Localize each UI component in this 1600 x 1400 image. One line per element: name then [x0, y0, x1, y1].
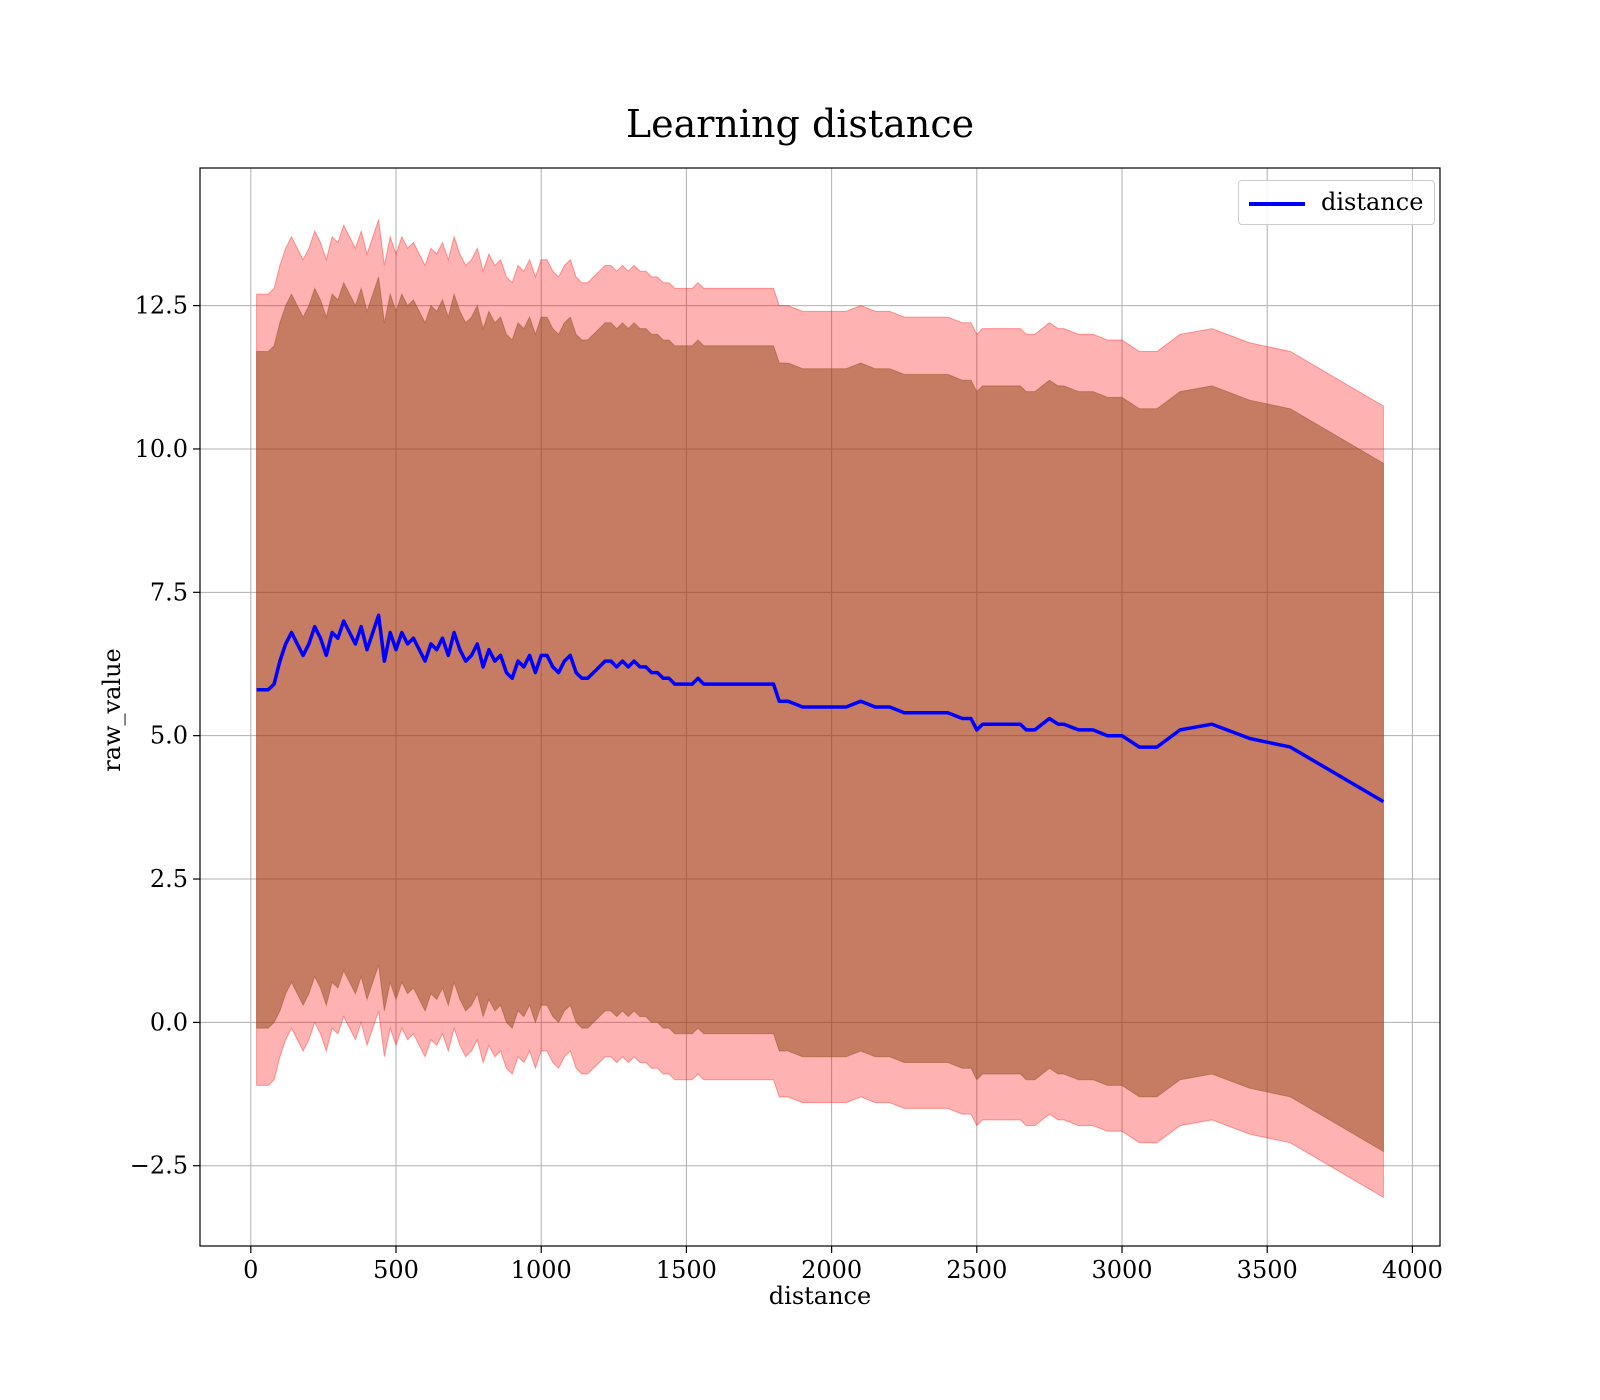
y-tick-label: −2.5	[130, 1152, 188, 1180]
legend-label: distance	[1321, 188, 1424, 216]
series-line-distance	[256, 613, 1385, 804]
legend-line-swatch	[1249, 202, 1305, 206]
x-tick-label: 1000	[511, 1256, 572, 1284]
x-tick-label: 3500	[1237, 1256, 1298, 1284]
chart-title: Learning distance	[625, 102, 975, 146]
legend: distance	[1238, 180, 1435, 225]
x-tick-label: 2500	[946, 1256, 1007, 1284]
y-tick-label: 10.0	[135, 435, 188, 463]
x-tick-label: 2000	[801, 1256, 862, 1284]
y-tick-label: 12.5	[135, 292, 188, 320]
x-tick-label: 3000	[1091, 1256, 1152, 1284]
x-tick-label: 500	[373, 1256, 419, 1284]
x-tick-label: 0	[243, 1256, 258, 1284]
x-tick-label: 4000	[1382, 1256, 1443, 1284]
y-tick-label: 5.0	[150, 722, 188, 750]
x-tick-label: 1500	[656, 1256, 717, 1284]
y-tick-label: 0.0	[150, 1008, 188, 1036]
y-axis-label: raw_value	[98, 648, 126, 772]
axis-ticks: 0 500 1000 1500 2000 2500 3000 3500 4000 −2.5 0.0 2…	[130, 292, 1443, 1284]
axes-frame	[199, 167, 1441, 1247]
series-lines	[256, 613, 1385, 804]
y-tick-label: 2.5	[150, 865, 188, 893]
x-axis-label: distance	[768, 1282, 872, 1310]
inner-band	[256, 276, 1384, 1153]
y-tick-label: 7.5	[150, 578, 188, 606]
